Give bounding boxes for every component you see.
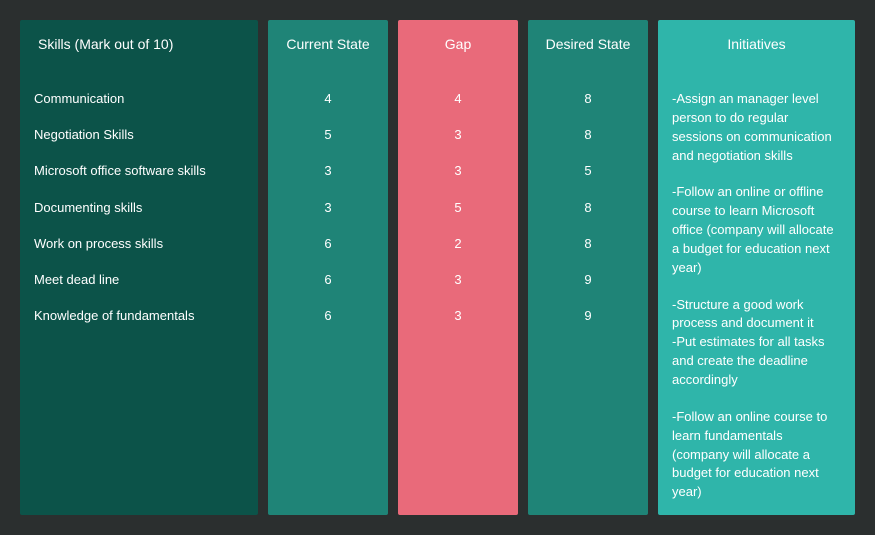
- skill-label: Meet dead line: [34, 271, 244, 289]
- skills-list: Communication Negotiation Skills Microso…: [34, 90, 244, 325]
- column-gap: Gap 4 3 3 5 2 3 3: [398, 20, 518, 515]
- skill-label: Negotiation Skills: [34, 126, 244, 144]
- skill-label: Work on process skills: [34, 235, 244, 253]
- column-current: Current State 4 5 3 3 6 6 6: [268, 20, 388, 515]
- gap-values: 4 3 3 5 2 3 3: [412, 90, 504, 325]
- current-value: 4: [324, 90, 331, 108]
- initiative-item: -Follow an online or offline course to l…: [672, 183, 841, 277]
- header-desired: Desired State: [542, 36, 634, 52]
- desired-value: 8: [584, 235, 591, 253]
- desired-value: 5: [584, 162, 591, 180]
- initiative-item: -Structure a good work process and docum…: [672, 296, 841, 390]
- skill-label: Communication: [34, 90, 244, 108]
- initiative-item: -Follow an online course to learn fundam…: [672, 408, 841, 502]
- desired-value: 8: [584, 199, 591, 217]
- current-value: 6: [324, 235, 331, 253]
- gap-analysis-board: Skills (Mark out of 10) Communication Ne…: [20, 20, 855, 515]
- header-current: Current State: [282, 36, 374, 52]
- column-initiatives: Initiatives -Assign an manager level per…: [658, 20, 855, 515]
- header-skills: Skills (Mark out of 10): [34, 36, 244, 52]
- gap-value: 4: [454, 90, 461, 108]
- gap-value: 2: [454, 235, 461, 253]
- initiative-item: -Assign an manager level person to do re…: [672, 90, 841, 165]
- desired-value: 8: [584, 126, 591, 144]
- gap-value: 3: [454, 271, 461, 289]
- header-gap: Gap: [412, 36, 504, 52]
- gap-value: 3: [454, 162, 461, 180]
- skill-label: Documenting skills: [34, 199, 244, 217]
- skill-label: Knowledge of fundamentals: [34, 307, 244, 325]
- column-desired: Desired State 8 8 5 8 8 9 9: [528, 20, 648, 515]
- desired-values: 8 8 5 8 8 9 9: [542, 90, 634, 325]
- desired-value: 8: [584, 90, 591, 108]
- initiatives-list: -Assign an manager level person to do re…: [672, 90, 841, 502]
- gap-value: 5: [454, 199, 461, 217]
- current-value: 3: [324, 199, 331, 217]
- header-initiatives: Initiatives: [672, 36, 841, 52]
- current-value: 6: [324, 271, 331, 289]
- current-value: 3: [324, 162, 331, 180]
- current-values: 4 5 3 3 6 6 6: [282, 90, 374, 325]
- desired-value: 9: [584, 307, 591, 325]
- gap-value: 3: [454, 307, 461, 325]
- skill-label: Microsoft office software skills: [34, 162, 244, 180]
- current-value: 5: [324, 126, 331, 144]
- current-value: 6: [324, 307, 331, 325]
- desired-value: 9: [584, 271, 591, 289]
- column-skills: Skills (Mark out of 10) Communication Ne…: [20, 20, 258, 515]
- gap-value: 3: [454, 126, 461, 144]
